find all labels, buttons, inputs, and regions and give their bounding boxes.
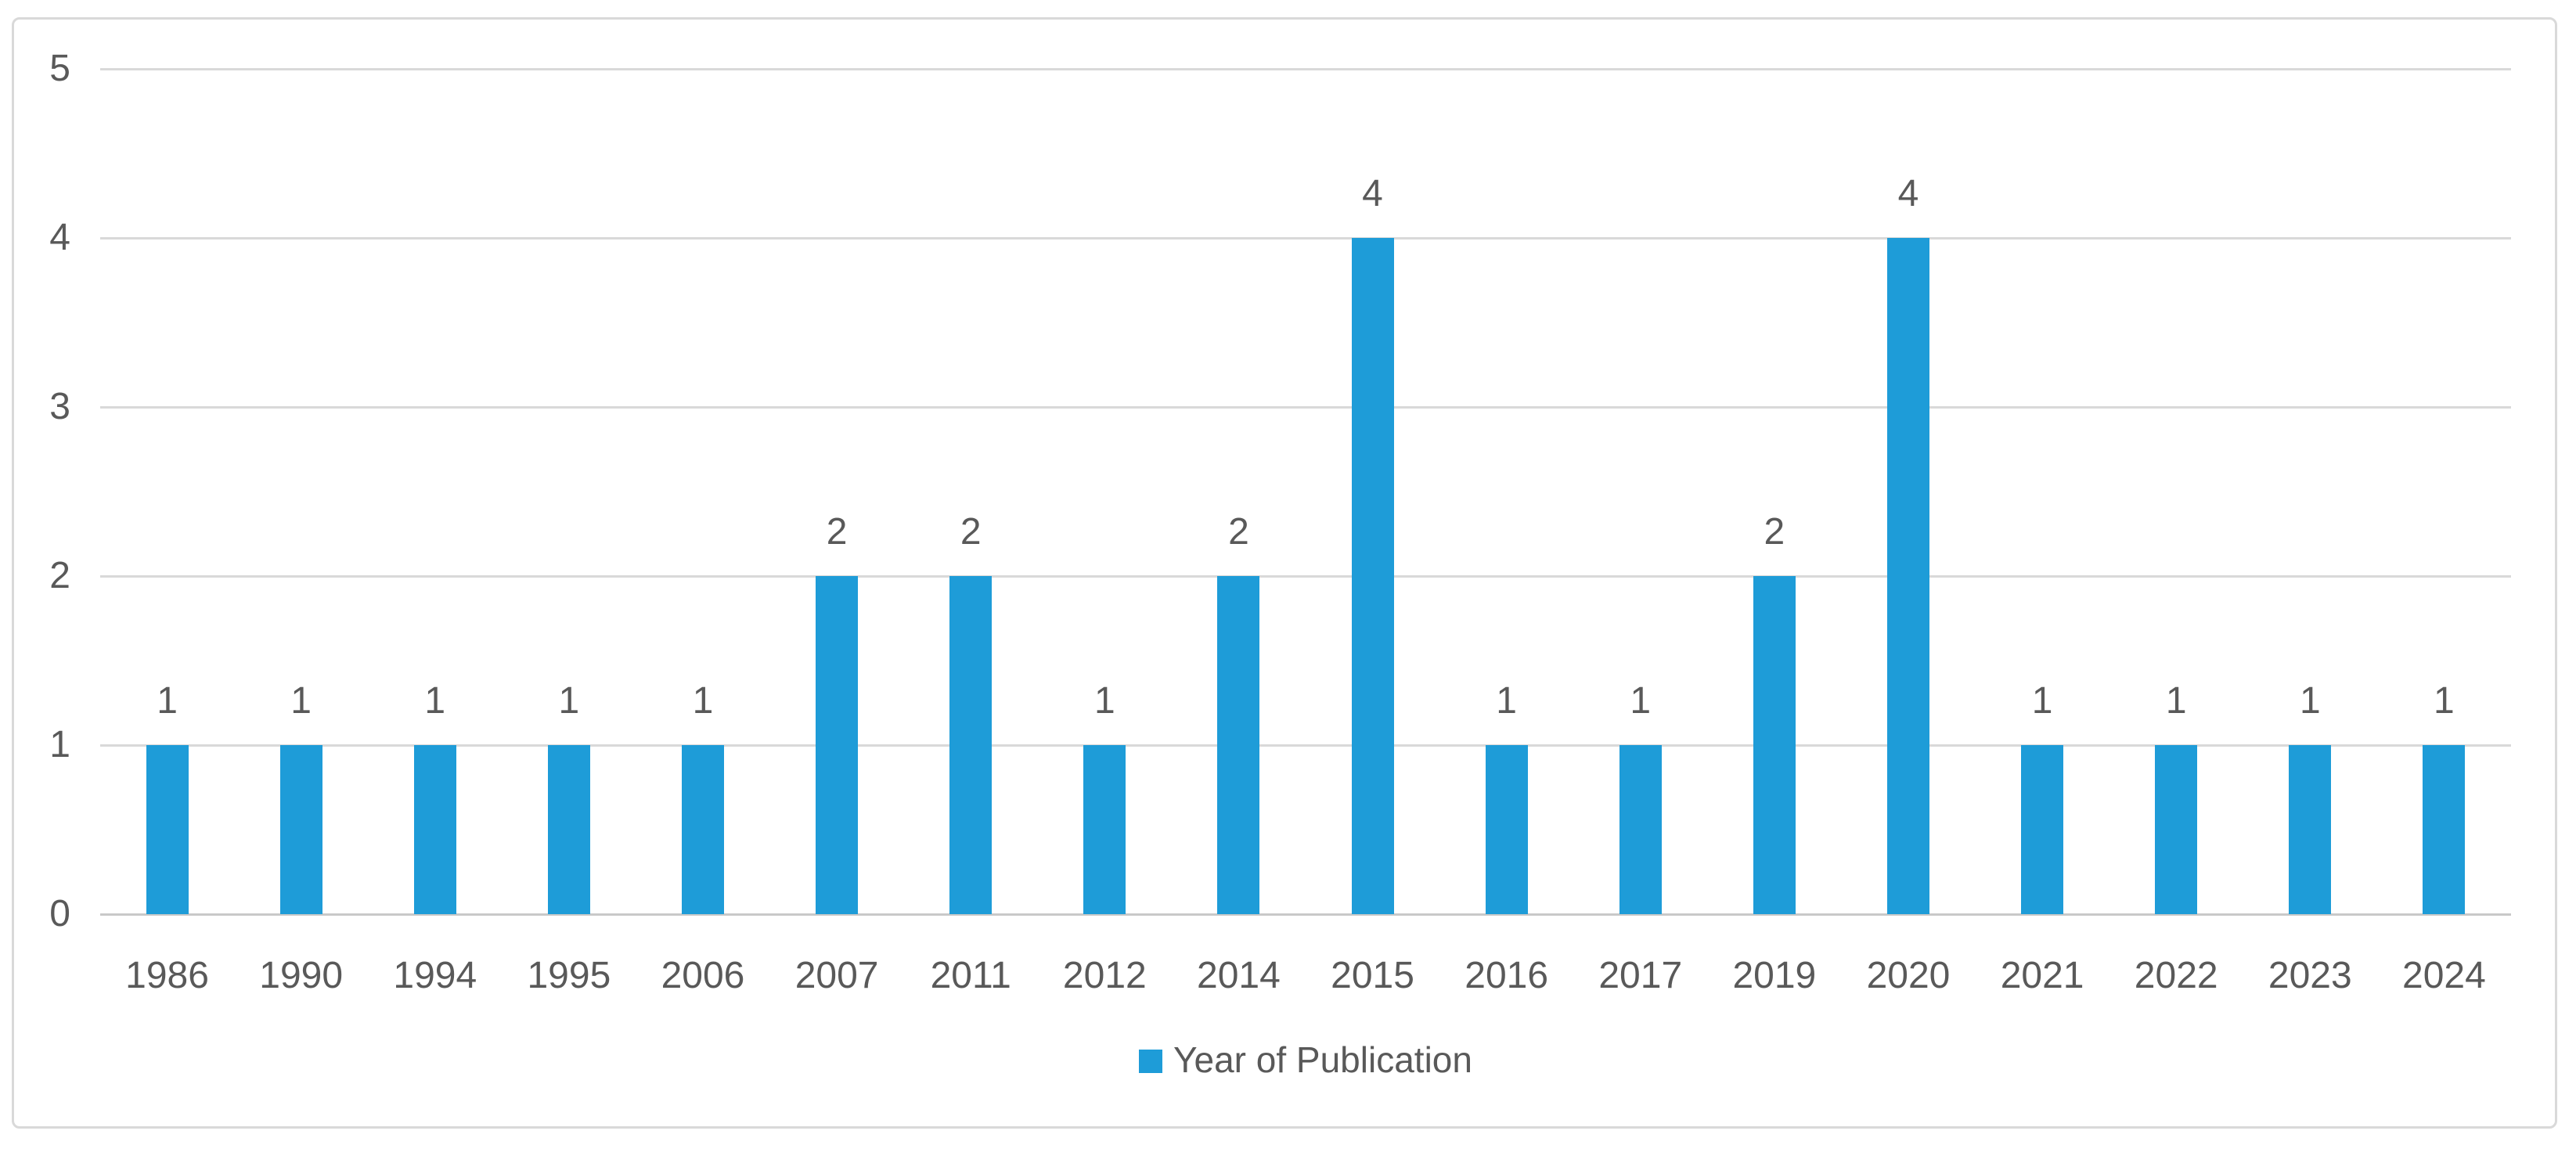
bar: [949, 576, 993, 914]
bar-value-label: 1: [2434, 680, 2455, 722]
bar-slot: 1 2006: [636, 69, 769, 995]
bar-slot: 2 2014: [1172, 69, 1306, 995]
bar-value-label: 1: [2165, 680, 2187, 722]
bar-slot: 1 1990: [234, 69, 368, 995]
x-tick-label: 2014: [1197, 955, 1281, 996]
x-tick-label: 1986: [125, 955, 209, 996]
bar-value-label: 1: [290, 680, 312, 722]
bar-value-label: 4: [1362, 173, 1383, 214]
bar: [1753, 576, 1796, 914]
bar-value-label: 2: [1764, 511, 1785, 553]
bar-value-label: 1: [424, 680, 446, 722]
bar: [1351, 238, 1394, 914]
x-tick-label: 2021: [2000, 955, 2084, 996]
bar: [2289, 745, 2332, 914]
bar-slot: 2 2011: [904, 69, 1038, 995]
x-tick-label: 2012: [1062, 955, 1147, 996]
x-tick-label: 2022: [2134, 955, 2218, 996]
bar-value-label: 1: [1630, 680, 1652, 722]
bar-value-label: 2: [960, 511, 982, 553]
bar-slot: 1 1995: [502, 69, 636, 995]
bar-slot: 4 2015: [1306, 69, 1439, 995]
bar-slot: 1 2017: [1573, 69, 1707, 995]
bar-value-label: 1: [1496, 680, 1517, 722]
bar: [413, 745, 456, 914]
x-tick-label: 2007: [794, 955, 879, 996]
plot-area: 1 1986 1 1990 1 1994 1 1995 1 2006 2 2007 2 2011 1 2012…: [100, 69, 2511, 995]
bar: [681, 745, 724, 914]
legend-label: Year of Publication: [1173, 1039, 1472, 1080]
bar-slot: 1 2024: [2377, 69, 2511, 995]
legend: Year of Publication: [100, 1038, 2511, 1082]
bar-value-label: 1: [2299, 680, 2321, 722]
bar: [279, 745, 322, 914]
chart-frame: [12, 17, 2557, 1129]
x-tick-label: 1990: [259, 955, 344, 996]
bar-slot: 1 1994: [368, 69, 502, 995]
bar: [1217, 576, 1260, 914]
x-tick-label: 2006: [661, 955, 745, 996]
x-tick-label: 2016: [1465, 955, 1549, 996]
bar-value-label: 2: [1228, 511, 1249, 553]
x-tick-label: 2020: [1866, 955, 1951, 996]
bar-slot: 2 2019: [1707, 69, 1841, 995]
bar-slot: 1 2016: [1439, 69, 1573, 995]
bar-value-label: 1: [2031, 680, 2053, 722]
bar: [547, 745, 590, 914]
bar-slot: 2 2007: [770, 69, 904, 995]
x-tick-label: 2015: [1331, 955, 1414, 996]
bar: [1886, 238, 1929, 914]
bar: [816, 576, 859, 914]
bar: [2423, 745, 2466, 914]
bar-slot: 1 2022: [2109, 69, 2243, 995]
bar-value-label: 1: [558, 680, 580, 722]
bar: [1619, 745, 1662, 914]
x-tick-label: 2023: [2268, 955, 2352, 996]
x-tick-label: 2017: [1598, 955, 1683, 996]
bar-slot: 1 2021: [1976, 69, 2109, 995]
bar-value-label: 1: [157, 680, 178, 722]
x-tick-label: 2024: [2402, 955, 2486, 996]
bar-slot: 1 1986: [100, 69, 234, 995]
bar: [146, 745, 189, 914]
bar-slot: 4 2020: [1841, 69, 1975, 995]
x-tick-label: 1994: [393, 955, 477, 996]
bar-value-label: 4: [1897, 173, 1919, 214]
legend-swatch-icon: [1139, 1050, 1163, 1073]
bar: [1485, 745, 1528, 914]
bar-value-label: 1: [692, 680, 714, 722]
bar: [2155, 745, 2198, 914]
bar-slot: 1 2012: [1038, 69, 1172, 995]
bar-value-label: 2: [826, 511, 848, 553]
bar-slot: 1 2023: [2243, 69, 2377, 995]
bar: [2021, 745, 2064, 914]
bar: [1083, 745, 1126, 914]
x-tick-label: 2019: [1732, 955, 1817, 996]
x-tick-label: 2011: [930, 955, 1011, 996]
x-tick-label: 1995: [527, 955, 611, 996]
bar-value-label: 1: [1093, 680, 1115, 722]
